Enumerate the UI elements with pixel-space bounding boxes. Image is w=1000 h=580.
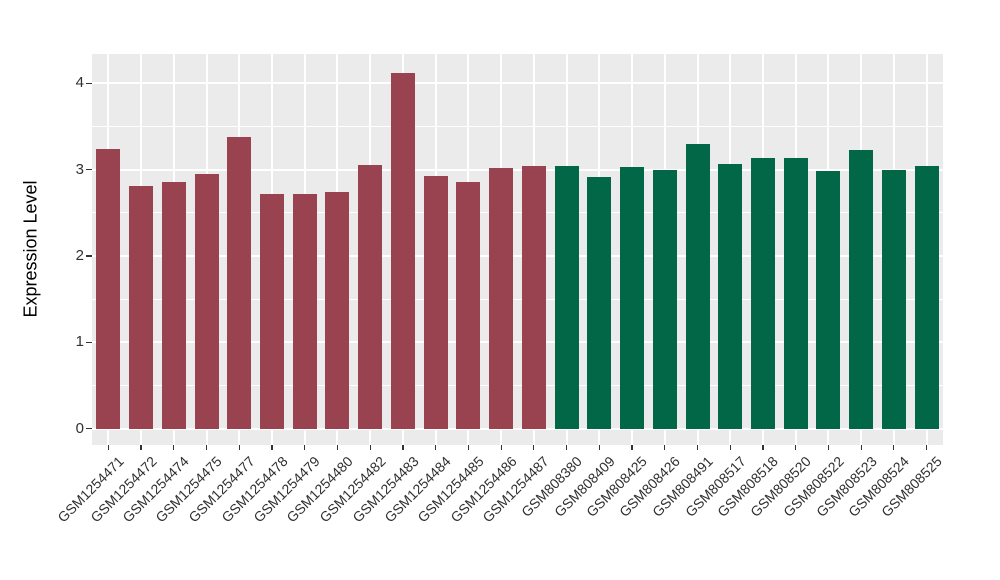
- y-tick-label: 2: [75, 246, 84, 264]
- bar: [129, 186, 154, 429]
- x-tick-mark: [533, 445, 535, 450]
- x-tick-mark: [926, 445, 928, 450]
- bar: [358, 165, 383, 429]
- x-tick-mark: [336, 445, 339, 450]
- bar: [914, 166, 939, 429]
- x-tick-mark: [140, 445, 142, 450]
- y-tick-label: 3: [75, 160, 84, 178]
- x-tick-mark: [205, 445, 208, 450]
- major-gridline: [92, 341, 943, 344]
- bar: [881, 169, 906, 429]
- bar: [489, 167, 514, 429]
- bar: [620, 167, 645, 429]
- major-gridline: [92, 82, 943, 85]
- y-tick-label: 4: [75, 74, 84, 92]
- bar: [456, 181, 481, 429]
- x-tick-mark: [795, 445, 797, 450]
- bar: [718, 164, 743, 429]
- x-tick-mark: [467, 445, 469, 450]
- x-tick-mark: [271, 445, 273, 450]
- x-tick-mark: [402, 445, 404, 450]
- x-tick-mark: [893, 445, 895, 450]
- plot-panel: [92, 54, 943, 445]
- x-tick-mark: [827, 445, 830, 450]
- x-tick-mark: [565, 445, 568, 450]
- x-tick-mark: [304, 445, 306, 450]
- bar: [685, 143, 710, 429]
- x-tick-mark: [435, 445, 437, 450]
- major-gridline: [92, 254, 943, 257]
- x-tick-mark: [107, 445, 109, 450]
- bar: [554, 166, 579, 429]
- bar: [292, 193, 317, 429]
- y-tick-mark: [86, 428, 92, 430]
- bar: [849, 149, 874, 429]
- bar: [260, 193, 285, 429]
- y-tick-label: 0: [75, 419, 84, 437]
- bar: [750, 158, 775, 429]
- y-tick-mark: [86, 82, 92, 84]
- bar: [325, 192, 350, 429]
- x-tick-mark: [500, 445, 502, 450]
- bar: [816, 170, 841, 429]
- y-tick-label: 1: [75, 333, 84, 351]
- x-tick-mark: [762, 445, 764, 450]
- minor-gridline: [92, 298, 943, 300]
- x-tick-mark: [664, 445, 666, 450]
- major-gridline: [92, 168, 943, 171]
- bar: [194, 173, 219, 429]
- bar: [783, 158, 808, 429]
- bar: [587, 176, 612, 429]
- bar: [227, 136, 252, 429]
- minor-gridline: [92, 384, 943, 386]
- bar: [390, 72, 415, 429]
- minor-gridline: [92, 212, 943, 214]
- major-gridline: [92, 427, 943, 430]
- x-tick-mark: [238, 445, 240, 450]
- x-tick-mark: [598, 445, 600, 450]
- x-tick-mark: [369, 445, 371, 450]
- x-tick-mark: [696, 445, 699, 450]
- bar: [652, 169, 677, 429]
- x-tick-mark: [173, 445, 175, 450]
- y-tick-mark: [86, 255, 92, 257]
- y-tick-mark: [86, 341, 92, 343]
- bar: [423, 175, 448, 429]
- x-tick-mark: [729, 445, 731, 450]
- x-tick-mark: [631, 445, 633, 450]
- bar: [161, 181, 186, 429]
- bar: [96, 148, 121, 429]
- x-tick-mark: [860, 445, 862, 450]
- y-tick-mark: [86, 169, 92, 171]
- bar: [521, 166, 546, 429]
- minor-gridline: [92, 126, 943, 127]
